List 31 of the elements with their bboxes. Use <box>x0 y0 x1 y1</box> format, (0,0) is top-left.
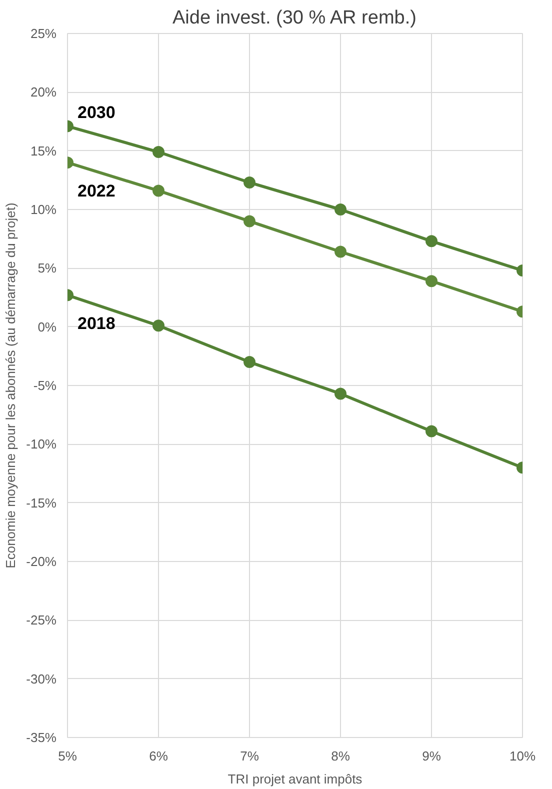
point <box>244 176 256 188</box>
y-tick-label: 25% <box>30 26 57 41</box>
y-tick-label: -20% <box>26 554 57 569</box>
y-tick-label: 15% <box>30 143 57 158</box>
y-tick-label: -30% <box>26 671 57 686</box>
x-tick-label: 7% <box>240 748 260 764</box>
x-tick-label: 8% <box>331 748 350 764</box>
x-tick-label: 9% <box>422 748 442 764</box>
y-tick-label: 0% <box>38 319 57 334</box>
y-axis-title: Economie moyenne pour les abonnés (au démarrage du projet) <box>3 202 18 568</box>
point <box>334 246 346 258</box>
chart-title: Aide invest. (30 % AR remb.) <box>172 8 416 28</box>
series-label: 2022 <box>78 182 116 201</box>
y-tick-label: -25% <box>26 612 57 628</box>
point <box>244 356 256 368</box>
x-tick-label: 10% <box>509 748 536 764</box>
y-tick-label: -10% <box>26 436 57 452</box>
point <box>244 215 256 228</box>
x-tick-label: 5% <box>58 748 78 764</box>
y-tick-label: -15% <box>26 495 57 510</box>
point <box>334 204 346 216</box>
x-tick-label: 6% <box>149 748 168 764</box>
point <box>334 388 346 400</box>
y-tick-label: 10% <box>30 202 57 217</box>
series-label: 2018 <box>78 314 116 334</box>
series-label: 2030 <box>78 103 116 122</box>
y-tick-label: 20% <box>30 84 57 100</box>
y-tick-label: -35% <box>26 730 57 745</box>
y-tick-label: 5% <box>38 260 57 276</box>
y-tick-label: -5% <box>33 378 57 393</box>
x-axis-title: TRI projet avant impôts <box>228 772 363 786</box>
